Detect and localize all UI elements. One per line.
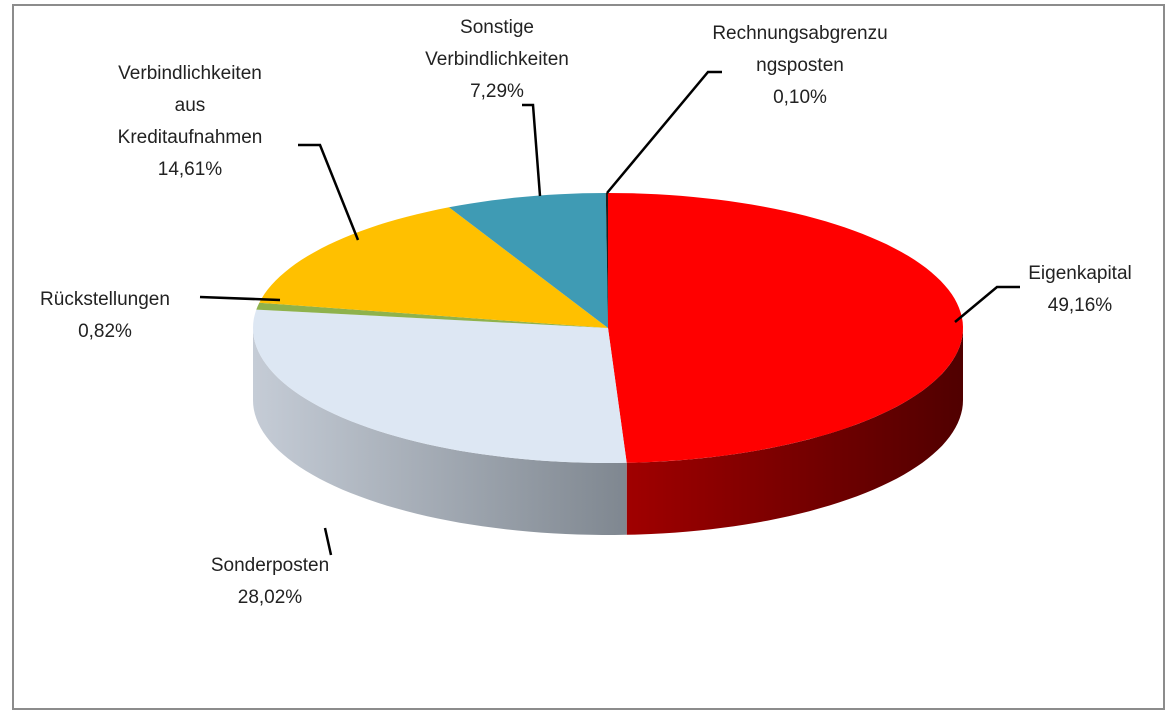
slice-label: Rechnungsabgrenzungsposten 0,10% [711, 18, 889, 114]
category-name: Eigenkapital [1028, 263, 1132, 284]
category-name: Rechnungsabgrenzungsposten [712, 23, 888, 76]
pie-slice [605, 193, 608, 328]
slice-label: Rückstellungen 0,82% [5, 284, 205, 348]
slice-side [626, 328, 963, 535]
pie-slice [256, 302, 608, 328]
value-label: 28,02% [237, 587, 303, 608]
slice-side [253, 328, 627, 535]
category-name: Verbindlichkeiten aus Kreditaufnahmen [117, 63, 263, 148]
leader-line [298, 143, 360, 241]
value-label: 7,29% [470, 81, 524, 102]
category-name: Rückstellungen [40, 289, 170, 310]
category-name: Sonstige Verbindlichkeiten [425, 17, 569, 70]
slice-label: Sonstige Verbindlichkeiten 7,29% [402, 12, 592, 108]
slice-label: Sonderposten 28,02% [170, 550, 370, 614]
pie-slice [259, 207, 608, 328]
leader-line [323, 527, 333, 556]
pie-slice [449, 193, 608, 328]
chart-frame [12, 4, 1165, 710]
slice-label: Verbindlichkeiten aus Kreditaufnahmen 14,… [103, 58, 278, 186]
value-label: 0,82% [78, 321, 132, 342]
pie-slice [253, 309, 627, 463]
value-label: 0,10% [773, 87, 827, 108]
slice-label: Eigenkapital 49,16% [990, 258, 1170, 322]
leader-line [522, 103, 542, 197]
leader-line [199, 295, 281, 302]
leader-line [954, 285, 1020, 323]
pie-slice [608, 193, 963, 463]
value-label: 49,16% [1047, 295, 1113, 316]
leader-line [606, 70, 722, 194]
value-label: 14,61% [157, 159, 223, 180]
category-name: Sonderposten [210, 555, 330, 576]
